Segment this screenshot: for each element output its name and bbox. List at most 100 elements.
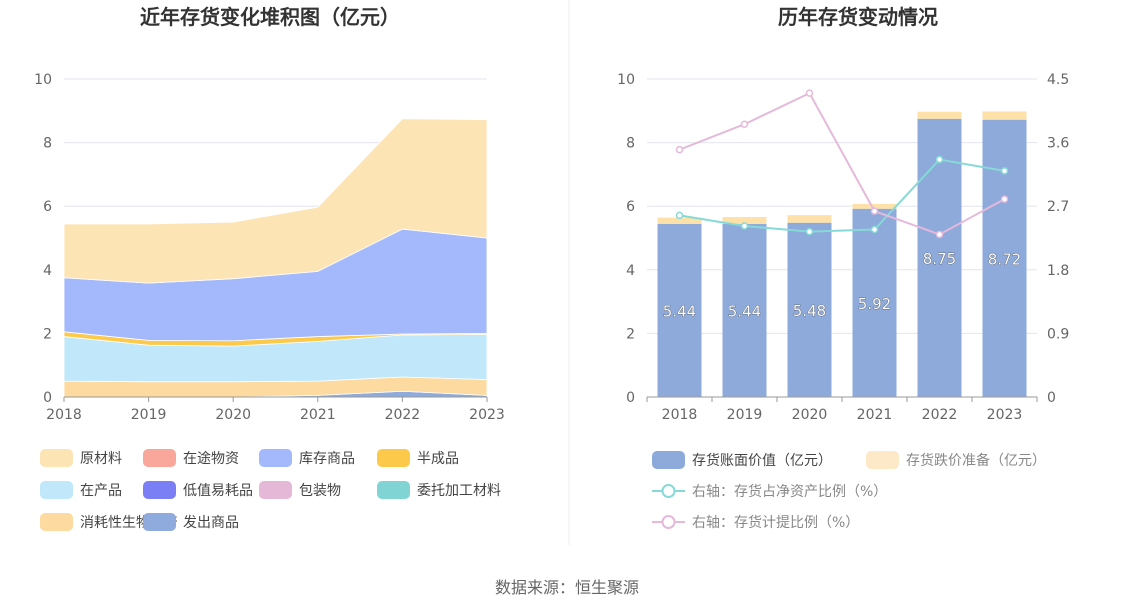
- bar-impairment: [787, 215, 832, 223]
- left-area-layers: [63, 118, 488, 398]
- line-point: [740, 222, 749, 230]
- right-y-tick-label: 0: [626, 390, 635, 406]
- right-chart-title: 历年存货变动情况: [778, 5, 938, 29]
- legend-label: 低值易耗品: [183, 483, 253, 499]
- data-source-footer: 数据来源：恒生聚源: [494, 578, 639, 597]
- right-legend-item[interactable]: 存货跌价准备（亿元）: [866, 451, 1046, 469]
- left-x-tick-label: 2023: [469, 407, 505, 423]
- bar-impairment: [722, 217, 767, 225]
- bar-book-value: [787, 222, 832, 397]
- bar-book-value: [852, 208, 897, 397]
- right-y2-tick-label: 4.5: [1047, 72, 1069, 88]
- left-x-tick-label: 2018: [46, 407, 82, 423]
- right-axis: 0 2 4 6 8 10 0 0.9 1.8 2.7 3.6 4.5 2018 2019 2020 2021 2…: [617, 72, 1069, 423]
- line-point: [740, 120, 749, 128]
- right-y-tick-label: 2: [626, 326, 635, 342]
- line-point: [870, 225, 879, 234]
- bar-book-value: [722, 224, 767, 397]
- bar-impairment: [917, 111, 962, 119]
- line-point: [1000, 167, 1009, 175]
- right-grid: [647, 78, 1037, 334]
- right-x-tick-label: 2019: [727, 407, 763, 423]
- left-legend-item[interactable]: 在产品: [40, 481, 122, 499]
- legend-label: 存货账面价值（亿元）: [692, 452, 832, 469]
- right-bars: 5.44 5.44 5.48 5.92 8.75 8.72: [657, 111, 1027, 397]
- left-y-tick-label: 10: [34, 72, 52, 88]
- legend-swatch: [40, 449, 73, 467]
- legend-label: 在产品: [80, 483, 122, 499]
- left-y-tick-label: 2: [43, 326, 52, 342]
- bar-book-value: [917, 118, 962, 397]
- right-y-tick-label: 10: [617, 72, 635, 88]
- bar-data-label: 5.92: [858, 295, 891, 313]
- left-legend-item[interactable]: 半成品: [377, 449, 459, 467]
- left-axis: 0 2 4 6 8 10 2018 2019 2020 2021 2022 2023: [34, 72, 505, 423]
- legend-swatch: [143, 481, 176, 499]
- left-legend-item[interactable]: 包装物: [259, 481, 341, 499]
- legend-label: 原材料: [80, 451, 122, 467]
- bar-book-value: [982, 119, 1027, 397]
- right-legend-item[interactable]: 存货账面价值（亿元）: [652, 451, 832, 469]
- right-legend-item[interactable]: 右轴：存货计提比例（%）: [652, 514, 859, 531]
- right-y-tick-label: 4: [626, 263, 635, 279]
- left-chart-title: 近年存货变化堆积图（亿元）: [140, 5, 400, 29]
- right-y2-tick-label: 0: [1047, 390, 1056, 406]
- legend-swatch: [259, 449, 292, 467]
- left-legend-item[interactable]: 低值易耗品: [143, 481, 253, 499]
- line-point: [935, 155, 944, 164]
- left-x-tick-label: 2021: [300, 407, 336, 423]
- left-legend-item[interactable]: 委托加工材料: [377, 481, 501, 499]
- bar-data-label: 5.44: [728, 303, 761, 321]
- legend-label: 半成品: [417, 451, 459, 467]
- left-x-tick-label: 2020: [215, 407, 251, 423]
- legend-marker: [661, 484, 676, 498]
- legend-marker: [661, 515, 676, 529]
- right-y2-tick-label: 2.7: [1047, 199, 1069, 215]
- left-legend-item[interactable]: 在途物资: [143, 449, 239, 467]
- right-lines: [675, 89, 1009, 239]
- legend-label: 存货跌价准备（亿元）: [906, 452, 1046, 469]
- right-legend: 存货账面价值（亿元） 存货跌价准备（亿元） 右轴：存货占净资产比例（%） 右轴：存货计…: [652, 451, 1046, 531]
- right-x-tick-label: 2018: [662, 407, 698, 423]
- legend-label: 在途物资: [183, 450, 239, 467]
- left-y-tick-label: 6: [43, 199, 52, 215]
- bar-data-label: 8.75: [923, 250, 956, 268]
- right-y-tick-label: 6: [626, 199, 635, 215]
- right-x-tick-label: 2022: [922, 407, 958, 423]
- legend-label: 发出商品: [183, 515, 239, 531]
- line-point: [675, 145, 684, 154]
- legend-swatch: [143, 449, 176, 467]
- legend-swatch: [40, 513, 73, 531]
- left-legend-item[interactable]: 库存商品: [259, 449, 355, 467]
- legend-label: 委托加工材料: [417, 483, 501, 499]
- line-point: [935, 230, 944, 239]
- left-legend-item[interactable]: 原材料: [40, 449, 122, 467]
- right-x-tick-label: 2020: [792, 407, 828, 423]
- left-y-tick-label: 8: [43, 136, 52, 152]
- bar-data-label: 5.48: [793, 302, 826, 320]
- left-y-tick-label: 0: [43, 390, 52, 406]
- bar-impairment: [852, 203, 897, 209]
- right-x-tick-label: 2023: [987, 407, 1023, 423]
- bar-impairment: [657, 217, 702, 225]
- right-legend-item[interactable]: 右轴：存货占净资产比例（%）: [652, 483, 887, 500]
- bar-data-label: 5.44: [663, 303, 696, 321]
- right-y-tick-label: 8: [626, 136, 635, 152]
- legend-swatch: [652, 451, 685, 469]
- right-y2-tick-label: 0.9: [1047, 326, 1069, 342]
- line-point: [675, 211, 684, 220]
- legend-label: 右轴：存货计提比例（%）: [692, 514, 859, 531]
- legend-swatch: [259, 481, 292, 499]
- right-x-tick-label: 2021: [857, 407, 893, 423]
- legend-label: 包装物: [299, 483, 341, 499]
- legend-swatch: [377, 481, 410, 499]
- legend-swatch: [143, 513, 176, 531]
- line-point: [805, 227, 814, 236]
- area-layer-9: [63, 118, 488, 284]
- bar-book-value: [657, 224, 702, 397]
- left-y-tick-label: 4: [43, 263, 52, 279]
- left-legend-item[interactable]: 发出商品: [143, 513, 239, 531]
- line-point: [1000, 195, 1009, 203]
